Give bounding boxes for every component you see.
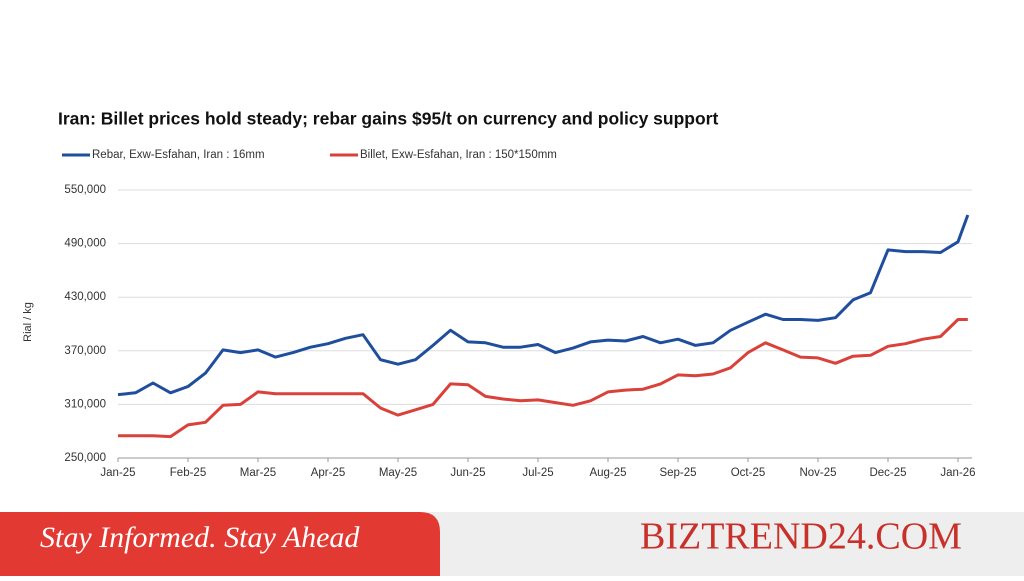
y-axis-label: Rial / kg <box>22 302 34 342</box>
chart-title: Iran: Billet prices hold steady; rebar g… <box>58 109 718 129</box>
x-tick-label: Apr-25 <box>311 467 346 479</box>
x-tick-label: Jan-25 <box>100 467 135 479</box>
series-line <box>118 318 968 439</box>
x-tick-label: Dec-25 <box>869 467 906 479</box>
banner-tagline: Stay Informed. Stay Ahead <box>40 521 360 554</box>
y-tick-label: 310,000 <box>64 398 106 410</box>
banner-ribbon <box>0 512 440 576</box>
x-tick-label: Nov-25 <box>799 467 836 479</box>
y-tick-label: 430,000 <box>64 291 106 303</box>
x-tick-label: Aug-25 <box>589 467 626 479</box>
x-tick-label: Jul-25 <box>522 467 553 479</box>
y-tick-label: 250,000 <box>64 452 106 464</box>
series-line <box>117 214 970 397</box>
x-tick-label: Jun-25 <box>450 467 485 479</box>
banner-brand: BIZTREND24.COM <box>640 516 962 558</box>
y-tick-label: 490,000 <box>64 238 106 250</box>
x-tick-label: May-25 <box>379 467 417 479</box>
y-tick-label: 370,000 <box>64 345 106 357</box>
legend-label: Rebar, Exw-Esfahan, Iran : 16mm <box>92 149 265 161</box>
legend-label: Billet, Exw-Esfahan, Iran : 150*150mm <box>360 149 557 161</box>
x-tick-label: Oct-25 <box>731 467 766 479</box>
x-tick-label: Feb-25 <box>170 467 206 479</box>
x-tick-label: Sep-25 <box>659 467 696 479</box>
x-tick-label: Mar-25 <box>240 467 276 479</box>
x-tick-label: Jan-26 <box>940 467 975 479</box>
y-tick-label: 550,000 <box>64 184 106 196</box>
